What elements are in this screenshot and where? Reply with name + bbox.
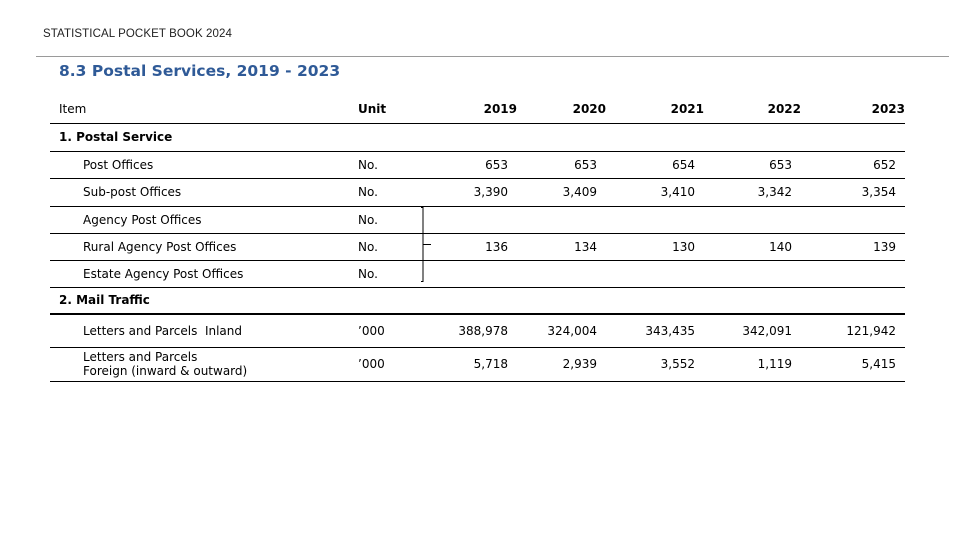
table-row: Letters and Parcels Inland ’000 388,978 … [50,314,905,348]
value-2022 [704,206,801,234]
document-header: STATISTICAL POCKET BOOK 2024 [43,28,232,40]
table-row: Estate Agency Post Offices No. [50,260,905,288]
section-row-postal-service: 1. Postal Service [50,123,905,152]
value-2020: 324,004 [517,314,606,348]
value-2021 [606,206,704,234]
value-2020: 134 [517,233,606,261]
table-row: Agency Post Offices No. [50,206,905,234]
row-item: Letters and Parcels Foreign (inward & ou… [50,347,358,382]
header-divider [36,56,949,57]
value-2020: 653 [517,151,606,179]
row-item: Letters and Parcels Inland [50,314,358,348]
row-unit: No. [358,151,422,179]
postal-services-table-container: Item Unit 2019 2020 2021 2022 2023 1. Po… [50,95,905,382]
value-2022: 653 [704,151,801,179]
value-2020: 2,939 [517,347,606,382]
row-unit: No. [358,260,422,288]
value-2020 [517,206,606,234]
section-label: 2. Mail Traffic [50,287,905,315]
value-2019: 388,978 [422,314,517,348]
row-item: Post Offices [50,151,358,179]
row-item: Estate Agency Post Offices [50,260,358,288]
value-2021: 343,435 [606,314,704,348]
row-unit: No. [358,206,422,234]
value-2023: 652 [801,151,905,179]
value-2022: 1,119 [704,347,801,382]
table-header-row: Item Unit 2019 2020 2021 2022 2023 [50,95,905,124]
section-label: 1. Postal Service [50,123,905,152]
value-2023 [801,206,905,234]
column-header-item: Item [50,95,358,124]
row-unit: No. [358,178,422,207]
value-2022 [704,260,801,288]
value-2023 [801,260,905,288]
value-2021: 654 [606,151,704,179]
agency-offices-bracket [421,207,431,282]
row-unit: ’000 [358,314,422,348]
row-item: Agency Post Offices [50,206,358,234]
value-2019: 653 [422,151,517,179]
value-2022: 140 [704,233,801,261]
section-row-mail-traffic: 2. Mail Traffic [50,287,905,315]
column-header-2021: 2021 [606,95,704,124]
value-2021 [606,260,704,288]
value-2023: 121,942 [801,314,905,348]
column-header-unit: Unit [358,95,422,124]
value-2022: 3,342 [704,178,801,207]
column-header-2020: 2020 [517,95,606,124]
postal-services-table: Item Unit 2019 2020 2021 2022 2023 1. Po… [50,95,905,382]
table-row: Letters and Parcels Foreign (inward & ou… [50,347,905,382]
value-2019: 136 [422,233,517,261]
row-item: Sub-post Offices [50,178,358,207]
column-header-2023: 2023 [801,95,905,124]
column-header-2022: 2022 [704,95,801,124]
value-2020: 3,409 [517,178,606,207]
value-2023: 139 [801,233,905,261]
table-row: Sub-post Offices No. 3,390 3,409 3,410 3… [50,178,905,207]
value-2022: 342,091 [704,314,801,348]
value-2020 [517,260,606,288]
row-item-line-1: Letters and Parcels [83,350,198,364]
page-title: 8.3 Postal Services, 2019 - 2023 [59,62,341,80]
value-2021: 3,552 [606,347,704,382]
row-unit: ’000 [358,347,422,382]
value-2019: 3,390 [422,178,517,207]
value-2021: 130 [606,233,704,261]
table-row: Rural Agency Post Offices No. 136 134 13… [50,233,905,261]
column-header-2019: 2019 [422,95,517,124]
table-row: Post Offices No. 653 653 654 653 652 [50,151,905,179]
value-2019 [422,260,517,288]
value-2021: 3,410 [606,178,704,207]
value-2019 [422,206,517,234]
row-item-line-2: Foreign (inward & outward) [83,364,248,378]
value-2019: 5,718 [422,347,517,382]
row-unit: No. [358,233,422,261]
value-2023: 5,415 [801,347,905,382]
row-item: Rural Agency Post Offices [50,233,358,261]
value-2023: 3,354 [801,178,905,207]
